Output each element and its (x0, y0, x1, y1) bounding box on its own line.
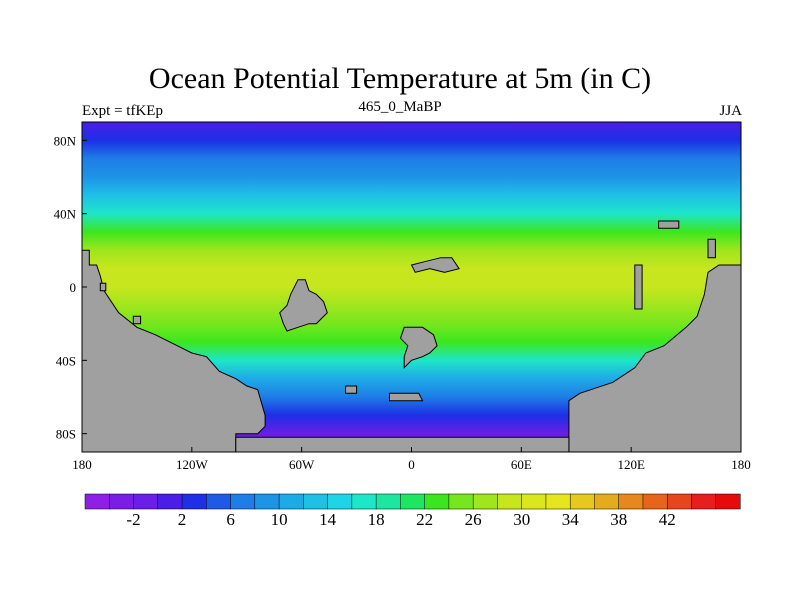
colorbar-swatch (206, 493, 232, 510)
colorbar-swatch (497, 493, 523, 510)
land-mass-7 (658, 220, 680, 229)
land-mass-5 (410, 257, 460, 273)
season-label: JJA (719, 103, 742, 119)
chart-title: Ocean Potential Temperature at 5m (in C) (148, 62, 652, 95)
colorbar-label: 26 (465, 510, 482, 529)
colorbar-label: 10 (271, 510, 288, 529)
land-mass-3 (279, 279, 328, 332)
colorbar-swatch (448, 493, 474, 510)
colorbar-swatch (181, 493, 207, 510)
land-mass-10 (99, 282, 107, 292)
land-mass-2 (235, 436, 570, 452)
y-tick-label: 80N (54, 133, 77, 148)
colorbar-label: 14 (319, 510, 337, 529)
colorbar-swatch (618, 493, 644, 510)
x-tick-label: 180 (72, 457, 92, 472)
colorbar-swatch (278, 493, 304, 510)
colorbar-swatch (157, 493, 183, 510)
land-mass-1 (568, 264, 741, 452)
y-tick-label: 40N (54, 207, 77, 222)
x-tick-label: 60E (511, 457, 532, 472)
colorbar-label: 34 (562, 510, 580, 529)
y-tick-label: 0 (70, 280, 77, 295)
colorbar-swatch (400, 493, 426, 510)
x-tick-label: 0 (408, 457, 415, 472)
colorbar-label: -2 (126, 510, 140, 529)
land-mass-12 (345, 385, 358, 394)
colorbar-swatch (569, 493, 596, 510)
colorbar-swatch (545, 493, 571, 510)
experiment-label: Expt = tfKEp (82, 103, 163, 119)
colorbar-swatch (424, 493, 450, 510)
colorbar-label: 22 (416, 510, 433, 529)
land-mass-9 (707, 238, 716, 259)
colorbar-swatch (715, 493, 741, 510)
colorbar-swatch (133, 493, 159, 510)
colorbar-swatch (642, 493, 668, 510)
colorbar-label: 42 (659, 510, 676, 529)
land-mass-8 (634, 264, 643, 310)
colorbar-swatch (230, 493, 256, 510)
colorbar-swatch (691, 493, 717, 510)
x-tick-label: 120E (617, 457, 645, 472)
colorbar-swatch (472, 493, 498, 510)
land-mass-6 (389, 392, 424, 402)
x-tick-label: 60W (289, 457, 315, 472)
y-tick-label: 80S (56, 427, 76, 442)
colorbar-swatch (84, 493, 110, 510)
colorbar-label: 6 (226, 510, 235, 529)
colorbar-swatch (521, 493, 547, 510)
colorbar: -2 2 6 10 14 18 22 26 30 34 38 42 (84, 493, 741, 529)
colorbar-swatch (594, 493, 620, 510)
colorbar-swatch (327, 493, 353, 510)
land-mass-0 (82, 249, 266, 452)
land-mass-11 (132, 315, 142, 325)
colorbar-swatch (351, 493, 377, 510)
colorbar-swatch (375, 493, 401, 510)
x-tick-label: 180 (731, 457, 751, 472)
colorbar-label: 2 (178, 510, 187, 529)
land-mass-4 (399, 326, 438, 369)
colorbar-label: 18 (368, 510, 385, 529)
colorbar-swatch (109, 493, 135, 510)
colorbar-label: 30 (513, 510, 530, 529)
colorbar-label: 38 (610, 510, 627, 529)
colorbar-swatch (666, 493, 693, 510)
colorbar-swatch (254, 493, 280, 510)
colorbar-swatch (303, 493, 329, 510)
x-tick-label: 120W (176, 457, 209, 472)
axis-ticks: 180 120W 60W 0 60E 120E 180 80N 40N 0 40S 80S (54, 133, 751, 472)
y-tick-label: 40S (56, 353, 76, 368)
time-label: 465_0_MaBP (358, 99, 442, 115)
land-masses (82, 220, 741, 452)
